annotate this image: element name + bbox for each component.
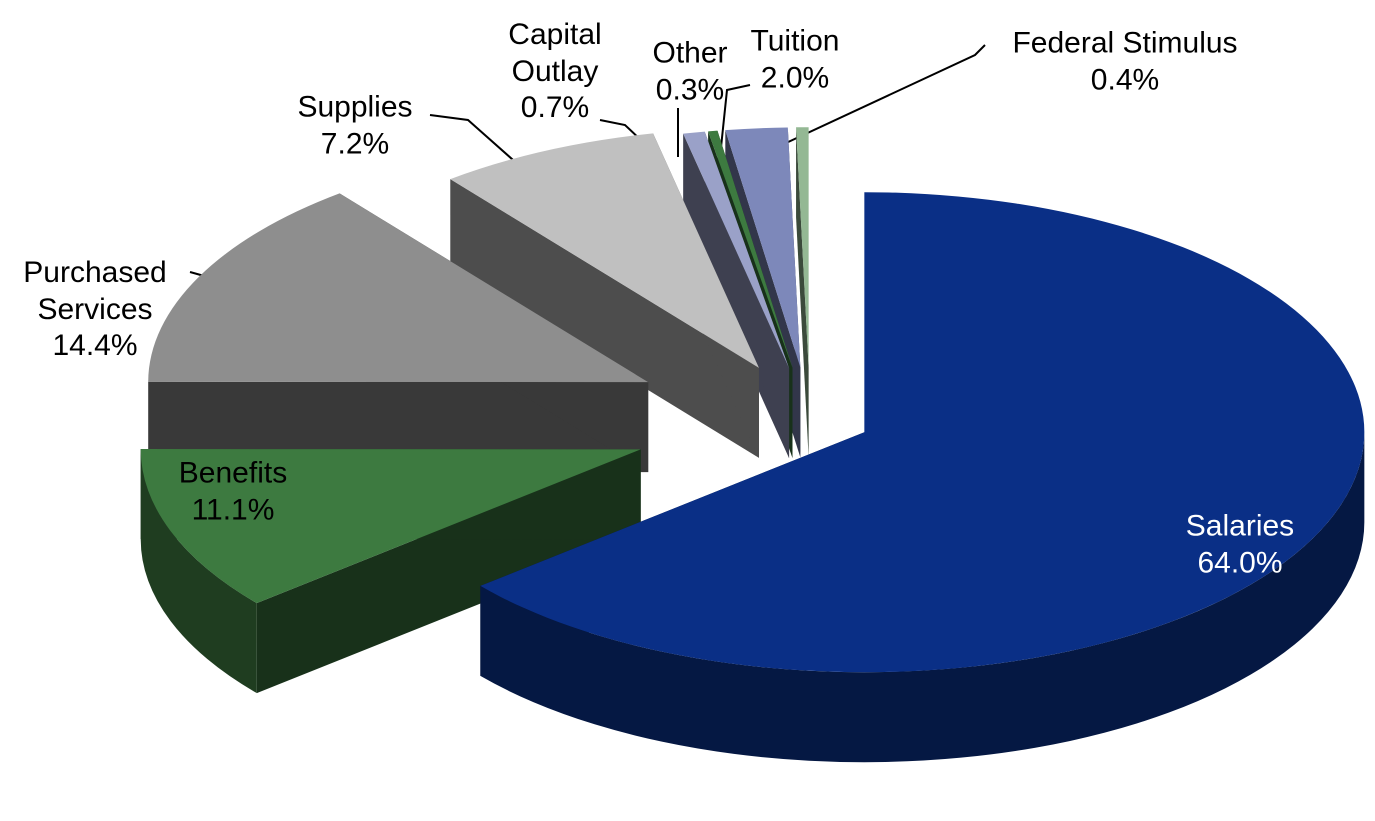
slice-label: Benefits 11.1%	[133, 455, 333, 528]
slice-group	[450, 133, 759, 458]
slice-group	[796, 127, 809, 458]
value-label: 2.0%	[760, 61, 830, 94]
leader-line	[719, 84, 751, 158]
category-label: Benefits	[178, 456, 288, 490]
slice-label: Other 0.3%	[645, 35, 735, 108]
slice	[140, 448, 641, 604]
slice	[480, 192, 1365, 673]
value-label: 11.1%	[191, 493, 275, 526]
slice-label: Purchased Services 14.4%	[0, 255, 190, 365]
slice-label: Federal Stimulus 0.4%	[975, 25, 1275, 98]
value-label: 7.2%	[320, 127, 390, 160]
value-label: 0.3%	[655, 73, 725, 106]
slice-label: Capital Outlay 0.7%	[495, 17, 615, 127]
slice-side	[796, 127, 809, 458]
category-label: Supplies	[297, 90, 413, 124]
slice	[683, 131, 790, 369]
slice	[796, 127, 809, 368]
leader-line	[429, 114, 531, 176]
value-label: 14.4%	[52, 329, 138, 363]
category-label: Capital Outlay	[508, 18, 602, 88]
slice	[450, 133, 759, 368]
category-label: Tuition	[750, 24, 840, 58]
slice-side	[480, 432, 1365, 763]
slice	[148, 193, 649, 383]
value-label: 64.0%	[1197, 546, 1283, 579]
value-label: 0.4%	[1090, 63, 1160, 96]
slice	[708, 130, 793, 368]
value-label: 0.7%	[520, 91, 590, 125]
category-label: Salaries	[1185, 509, 1295, 543]
slice-group	[140, 448, 641, 694]
leader-line	[755, 44, 986, 158]
slice	[725, 127, 801, 368]
category-label: Federal Stimulus	[1012, 26, 1238, 60]
slice-side	[450, 179, 759, 458]
slice-group	[683, 131, 790, 459]
slice-side	[140, 449, 257, 694]
slice-group	[480, 192, 1365, 763]
slice-label: Supplies 7.2%	[255, 89, 455, 162]
category-label: Other	[652, 36, 728, 70]
slice-label: Tuition 2.0%	[735, 23, 855, 96]
category-label: Purchased Services	[23, 256, 167, 326]
slice-label: Salaries 64.0%	[1140, 508, 1340, 581]
